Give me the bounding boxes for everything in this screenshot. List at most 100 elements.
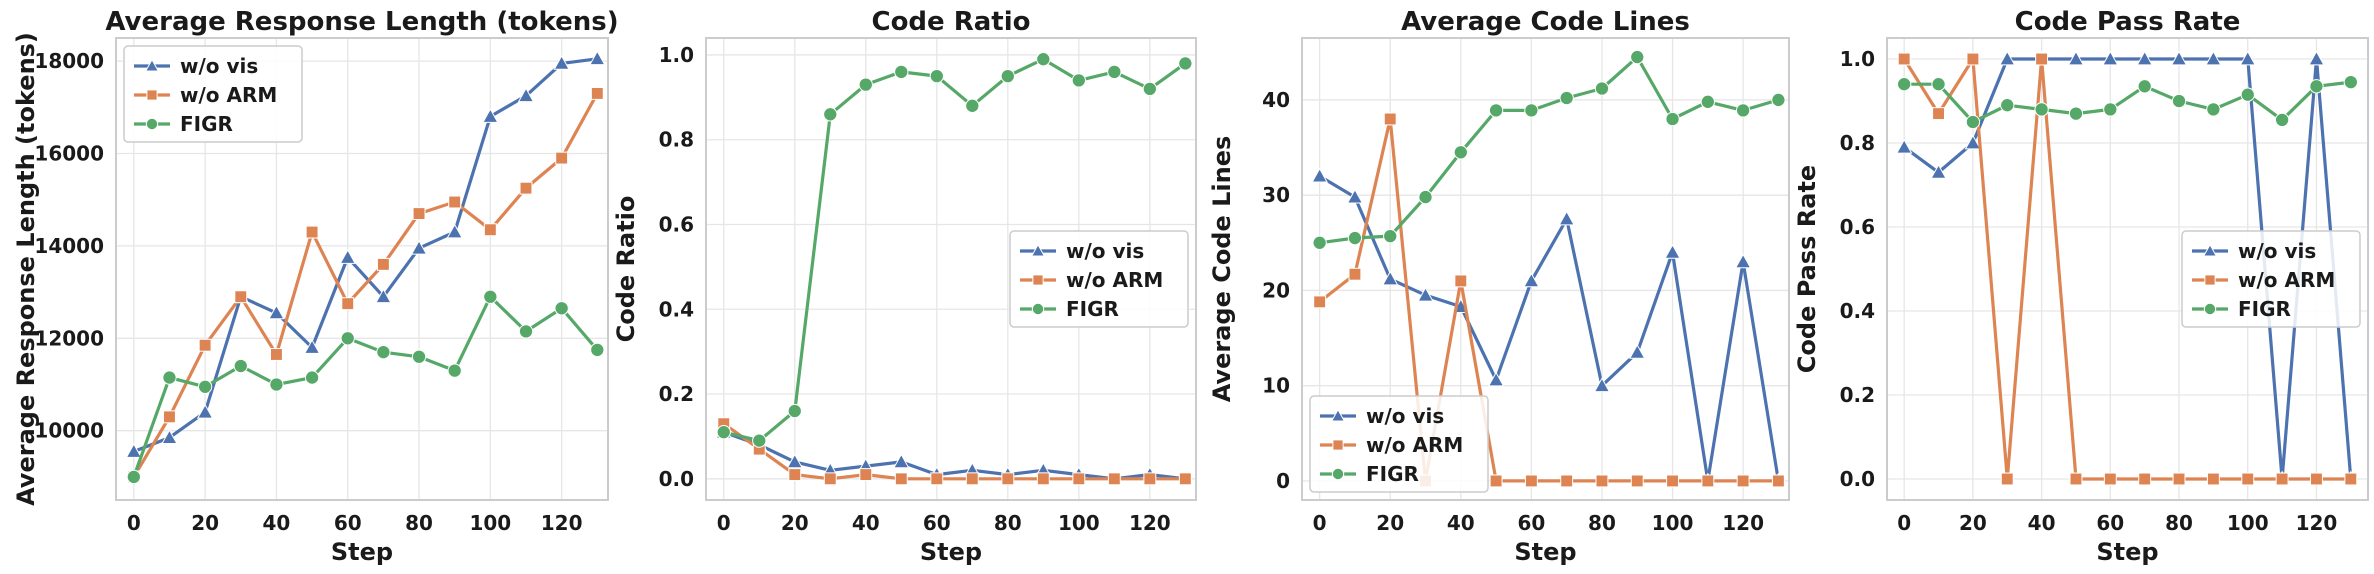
y-tick-label: 18000 <box>34 49 104 73</box>
data-point <box>1178 56 1193 71</box>
data-point <box>859 468 873 482</box>
data-point <box>1630 49 1645 65</box>
data-point <box>965 98 980 113</box>
x-tick-label: 40 <box>263 511 291 535</box>
legend-label: w/o vis <box>1066 239 1144 263</box>
series-figr <box>126 289 605 485</box>
y-tick-label: 0.6 <box>1840 215 1875 239</box>
data-point <box>1453 145 1468 160</box>
data-point <box>517 87 535 103</box>
data-point <box>1418 189 1433 205</box>
legend-item-w-o-arm: w/o ARM <box>134 83 277 107</box>
data-point <box>1142 81 1157 97</box>
series-figr <box>716 52 1193 448</box>
data-point <box>1107 64 1122 80</box>
legend-item-w-o-arm: w/o ARM <box>2192 268 2335 292</box>
data-point <box>1143 472 1157 486</box>
y-tick-label: 0.2 <box>659 382 694 406</box>
data-point <box>2000 98 2015 113</box>
legend-label: FIGR <box>180 112 233 136</box>
x-tick-label: 120 <box>2296 511 2338 535</box>
series-w-o-vis <box>125 50 606 458</box>
x-tick-label: 20 <box>191 511 219 535</box>
data-point <box>2309 79 2324 94</box>
data-point <box>786 453 803 469</box>
data-point <box>1487 371 1505 387</box>
data-point <box>1178 472 1192 486</box>
data-point <box>2205 50 2222 66</box>
data-point <box>1701 474 1715 488</box>
data-point <box>1489 474 1503 488</box>
data-point <box>1629 343 1646 359</box>
legend-marker <box>1332 439 1344 451</box>
y-tick-label: 12000 <box>34 326 104 350</box>
y-tick-label: 16000 <box>34 142 104 166</box>
data-point <box>858 77 873 92</box>
x-tick-label: 20 <box>1959 511 1987 535</box>
data-point <box>519 181 533 195</box>
data-point <box>162 370 177 385</box>
data-point <box>2137 79 2152 94</box>
legend-label: w/o ARM <box>180 83 277 107</box>
legend-label: FIGR <box>2238 297 2291 321</box>
data-point <box>163 410 176 424</box>
series-figr <box>1312 49 1786 250</box>
series-w-o-arm <box>127 86 604 484</box>
data-point <box>411 349 427 364</box>
data-point <box>589 50 606 66</box>
data-point <box>2308 50 2325 66</box>
x-axis-label: Step <box>920 538 982 566</box>
data-point <box>1001 472 1015 486</box>
x-tick-label: 20 <box>781 511 809 535</box>
series-figr <box>1897 74 2358 130</box>
data-point <box>2067 50 2085 66</box>
x-tick-label: 60 <box>2096 511 2124 535</box>
y-tick-label: 1.0 <box>1840 47 1875 71</box>
x-tick-label: 60 <box>923 511 951 535</box>
chart-title: Average Code Lines <box>1401 7 1690 37</box>
data-point <box>233 358 248 374</box>
x-tick-label: 120 <box>1129 511 1171 535</box>
data-point <box>2206 102 2221 117</box>
legend-marker <box>1031 302 1045 316</box>
legend-marker <box>2204 274 2216 286</box>
y-tick-label: 1.0 <box>659 43 694 67</box>
legend-item-figr: FIGR <box>134 112 233 136</box>
data-point <box>483 223 497 237</box>
y-axis-label: Code Pass Rate <box>1793 165 1821 373</box>
data-point <box>483 289 498 304</box>
data-point <box>2344 472 2358 486</box>
x-tick-label: 100 <box>2227 511 2269 535</box>
legend-item-w-o-vis: w/o vis <box>2192 239 2316 263</box>
legend-marker <box>1030 243 1046 257</box>
data-point <box>2068 106 2084 121</box>
data-point <box>716 425 731 440</box>
plot-frame <box>705 37 1197 501</box>
y-tick-label: 0.0 <box>1840 467 1875 491</box>
data-point <box>376 345 391 360</box>
chart-title: Code Pass Rate <box>2015 7 2241 37</box>
x-tick-label: 100 <box>469 511 511 535</box>
data-point <box>196 403 214 419</box>
data-point <box>2069 472 2083 486</box>
data-point <box>340 331 355 346</box>
legend-label: w/o ARM <box>2238 268 2335 292</box>
x-tick-label: 80 <box>2165 511 2193 535</box>
legend-item-w-o-vis: w/o vis <box>134 54 258 78</box>
data-point <box>2240 87 2255 102</box>
legend-item-w-o-vis: w/o vis <box>1320 404 1444 428</box>
data-point <box>197 379 213 394</box>
data-point <box>930 472 944 486</box>
y-axis-label: Average Response Length (tokens) <box>12 32 40 506</box>
legend-item-figr: FIGR <box>2192 297 2291 321</box>
data-point <box>1593 377 1611 393</box>
data-point <box>1735 103 1751 118</box>
data-point <box>1630 474 1644 488</box>
data-point <box>410 239 428 255</box>
y-tick-label: 10000 <box>34 419 104 443</box>
legend-item-w-o-arm: w/o ARM <box>1020 268 1163 292</box>
data-point <box>1383 112 1397 126</box>
x-tick-label: 0 <box>127 511 141 535</box>
plot-frame <box>1886 37 2369 501</box>
